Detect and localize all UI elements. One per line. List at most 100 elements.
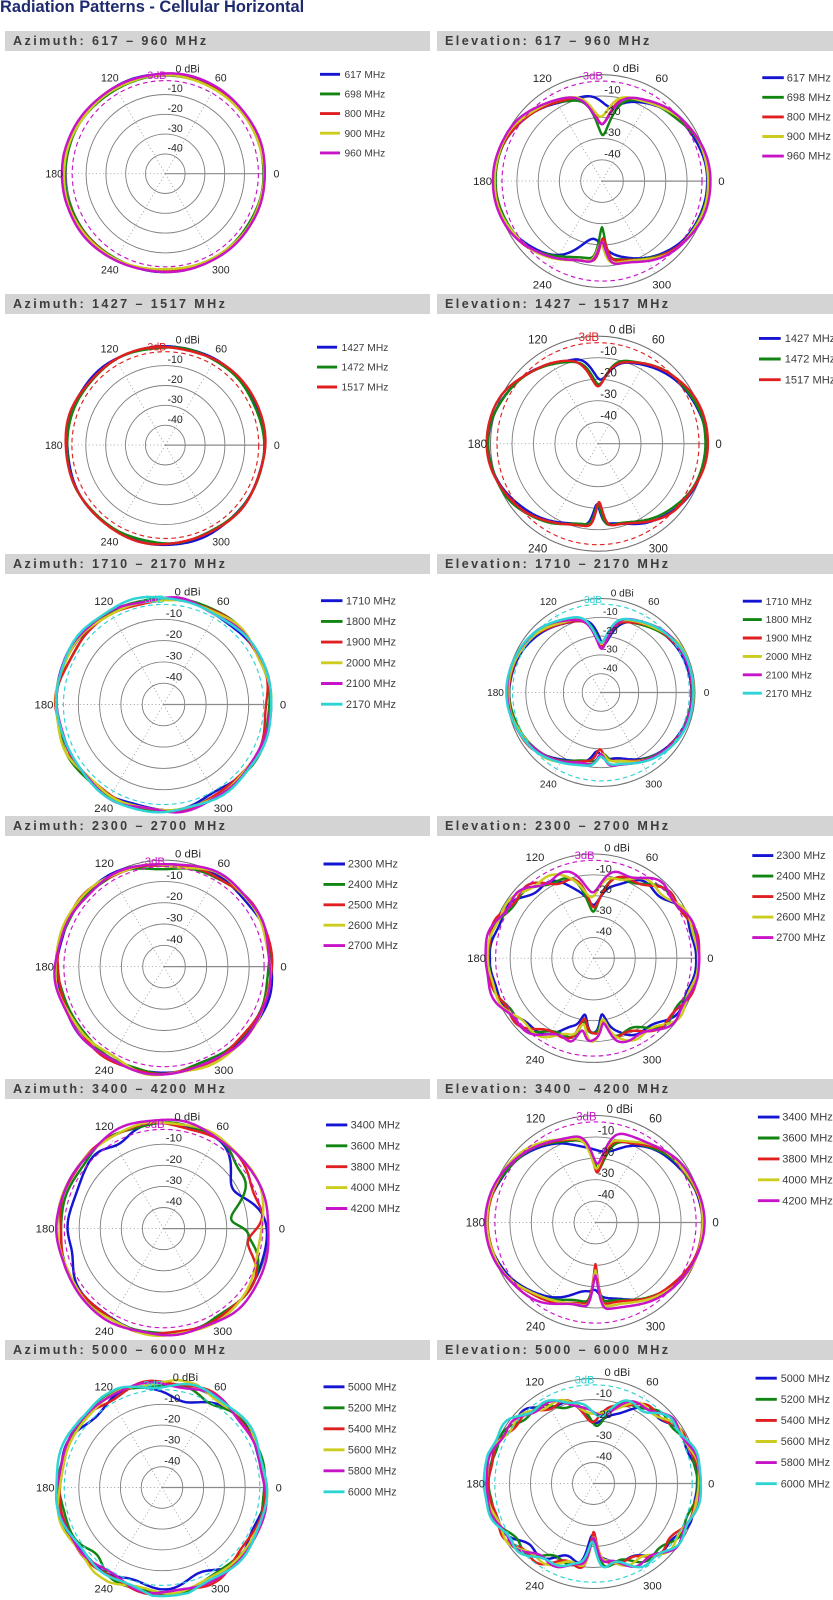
svg-text:300: 300 — [649, 543, 668, 555]
svg-text:-3dB: -3dB — [140, 594, 164, 606]
svg-text:240: 240 — [94, 1584, 113, 1596]
svg-text:60: 60 — [215, 72, 227, 84]
svg-text:120: 120 — [525, 1377, 544, 1389]
svg-text:2100 MHz: 2100 MHz — [346, 678, 396, 690]
svg-text:2500 MHz: 2500 MHz — [776, 891, 825, 903]
svg-text:2300 MHz: 2300 MHz — [776, 850, 825, 862]
svg-text:-40: -40 — [166, 934, 182, 946]
svg-text:4200 MHz: 4200 MHz — [782, 1195, 833, 1207]
svg-text:4000 MHz: 4000 MHz — [782, 1174, 833, 1186]
svg-text:180: 180 — [45, 440, 63, 452]
svg-text:0: 0 — [273, 169, 279, 181]
svg-text:0 dBi: 0 dBi — [613, 63, 639, 75]
svg-text:180: 180 — [466, 1218, 485, 1230]
svg-text:60: 60 — [652, 334, 665, 346]
svg-text:-20: -20 — [600, 368, 617, 380]
svg-text:240: 240 — [526, 1055, 545, 1067]
svg-text:2400 MHz: 2400 MHz — [776, 871, 825, 883]
svg-text:-20: -20 — [596, 1409, 612, 1421]
svg-text:3400 MHz: 3400 MHz — [351, 1120, 401, 1132]
svg-text:-3dB: -3dB — [581, 595, 603, 606]
svg-text:180: 180 — [36, 1483, 55, 1495]
svg-text:-10: -10 — [598, 1125, 615, 1137]
svg-text:240: 240 — [528, 543, 547, 555]
svg-text:-40: -40 — [166, 672, 182, 684]
svg-text:2170 MHz: 2170 MHz — [346, 699, 396, 711]
svg-text:1427 MHz: 1427 MHz — [342, 343, 389, 354]
svg-text:240: 240 — [526, 1322, 545, 1334]
svg-text:0 dBi: 0 dBi — [176, 334, 200, 346]
svg-text:60: 60 — [217, 596, 230, 608]
svg-text:2000 MHz: 2000 MHz — [346, 657, 396, 669]
svg-text:6000 MHz: 6000 MHz — [781, 1478, 830, 1490]
svg-text:3400 MHz: 3400 MHz — [782, 1112, 833, 1124]
svg-text:1900 MHz: 1900 MHz — [346, 637, 396, 649]
svg-text:2300 MHz: 2300 MHz — [348, 859, 398, 871]
svg-text:-40: -40 — [164, 1455, 180, 1467]
svg-text:300: 300 — [213, 1326, 232, 1338]
svg-text:-40: -40 — [167, 143, 182, 155]
svg-text:180: 180 — [467, 953, 486, 965]
svg-text:-10: -10 — [164, 1393, 180, 1405]
svg-text:0 dBi: 0 dBi — [176, 63, 200, 75]
svg-text:240: 240 — [95, 1326, 114, 1338]
svg-text:60: 60 — [655, 73, 668, 85]
svg-text:-30: -30 — [600, 389, 617, 401]
svg-text:-40: -40 — [598, 1190, 615, 1202]
svg-text:-3dB: -3dB — [572, 1111, 597, 1123]
svg-text:120: 120 — [94, 596, 113, 608]
svg-text:-3dB: -3dB — [571, 850, 595, 862]
svg-text:120: 120 — [95, 858, 114, 870]
svg-text:1517 MHz: 1517 MHz — [785, 374, 833, 386]
svg-text:2700 MHz: 2700 MHz — [348, 940, 398, 952]
svg-text:-30: -30 — [166, 1175, 182, 1187]
svg-text:698 MHz: 698 MHz — [787, 92, 831, 104]
svg-text:-20: -20 — [603, 626, 618, 637]
svg-text:0: 0 — [279, 1224, 285, 1236]
svg-text:240: 240 — [533, 280, 552, 292]
svg-text:300: 300 — [212, 265, 230, 277]
svg-text:120: 120 — [101, 72, 119, 84]
svg-text:-40: -40 — [167, 414, 182, 426]
svg-text:3800 MHz: 3800 MHz — [782, 1154, 833, 1166]
svg-text:0 dBi: 0 dBi — [175, 587, 201, 599]
svg-text:800 MHz: 800 MHz — [787, 112, 831, 124]
svg-text:5000 MHz: 5000 MHz — [781, 1373, 830, 1385]
svg-text:617 MHz: 617 MHz — [787, 72, 831, 84]
svg-text:120: 120 — [540, 597, 557, 608]
svg-text:60: 60 — [646, 852, 658, 864]
svg-text:0 dBi: 0 dBi — [606, 1104, 632, 1116]
svg-text:180: 180 — [34, 700, 53, 712]
svg-text:2500 MHz: 2500 MHz — [348, 899, 398, 911]
svg-text:-20: -20 — [604, 106, 620, 118]
svg-text:-20: -20 — [166, 1154, 182, 1166]
svg-text:240: 240 — [95, 1065, 114, 1077]
svg-text:240: 240 — [94, 803, 113, 815]
svg-text:-30: -30 — [166, 913, 182, 925]
svg-text:-30: -30 — [603, 645, 618, 656]
svg-text:2700 MHz: 2700 MHz — [776, 932, 825, 944]
svg-text:60: 60 — [216, 1121, 229, 1133]
svg-text:-10: -10 — [603, 607, 618, 618]
svg-text:-40: -40 — [600, 411, 617, 423]
svg-text:0: 0 — [280, 700, 286, 712]
svg-text:1710 MHz: 1710 MHz — [766, 597, 812, 608]
svg-text:300: 300 — [212, 537, 230, 549]
svg-text:2400 MHz: 2400 MHz — [348, 879, 398, 891]
svg-text:5000 MHz: 5000 MHz — [348, 1381, 397, 1393]
svg-text:5600 MHz: 5600 MHz — [781, 1436, 830, 1448]
svg-text:300: 300 — [214, 1065, 233, 1077]
svg-text:800 MHz: 800 MHz — [345, 109, 386, 120]
svg-text:960 MHz: 960 MHz — [787, 151, 831, 163]
svg-text:0 dBi: 0 dBi — [604, 1367, 630, 1379]
svg-text:1800 MHz: 1800 MHz — [346, 616, 396, 628]
svg-text:3600 MHz: 3600 MHz — [782, 1133, 833, 1145]
svg-text:240: 240 — [525, 1581, 544, 1593]
svg-text:60: 60 — [215, 343, 227, 355]
svg-text:120: 120 — [526, 1114, 545, 1126]
svg-text:-30: -30 — [604, 127, 620, 139]
svg-text:698 MHz: 698 MHz — [345, 90, 386, 101]
svg-text:-10: -10 — [166, 608, 182, 620]
svg-text:-3dB: -3dB — [141, 1119, 165, 1131]
svg-text:5800 MHz: 5800 MHz — [348, 1465, 397, 1477]
